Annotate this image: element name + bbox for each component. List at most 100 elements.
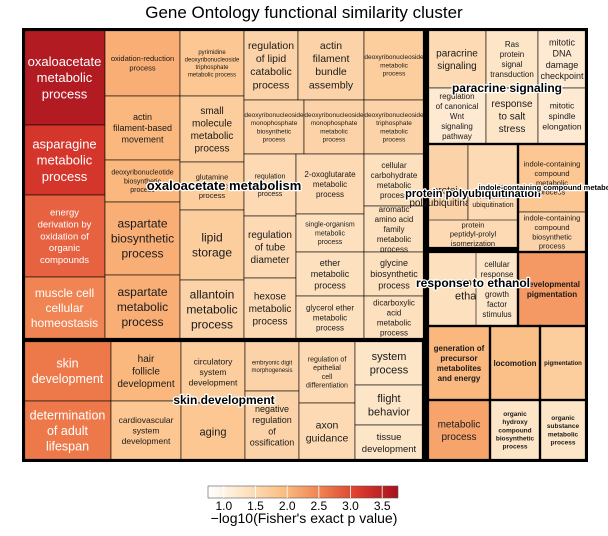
tile-label-skin-development: skin development: [32, 357, 104, 387]
group-box-oxaloacetate-metabolism: [22, 28, 426, 341]
tile-mitotic-spindle-elongation: [537, 87, 587, 145]
tile-circulatory-system-development: [180, 340, 246, 404]
tile-glycerol-ether-metabolic-process: [295, 295, 365, 340]
tile-label-cellular-carbohydrate-metabolic-process: cellular carbohydrate metabolic process: [371, 161, 418, 200]
tile-label-glutamine-metabolic-process: glutamine metabolic process: [196, 172, 229, 200]
tile-determination-of-adult-lifespan: [23, 400, 112, 461]
tile-glutamine-metabolic-process: [179, 161, 245, 211]
tile-single-organism-metabolic-process: [295, 213, 365, 253]
tile-label-generation-of-precursor-metabolites-and-energy: generation of precursor metabolites and ene…: [434, 344, 485, 383]
legend-tick-label: 2.0: [278, 499, 296, 513]
tile-paracrine-signaling: [427, 29, 487, 89]
tile-label-tissue-development: tissue development: [362, 432, 417, 455]
tile-label-2-oxoglutarate-metabolic-process: 2-oxoglutarate metabolic process: [304, 170, 356, 199]
tile-label-flight-behavior: flight behavior: [368, 393, 411, 419]
tile-label-small-molecule-metabolic-process: small molecule metabolic process: [191, 106, 234, 155]
group-label-indole-containing-compound-metabolism: indole-containing compound metabolism: [479, 183, 608, 192]
tile-label-hair-follicle-development: hair follicle development: [117, 354, 174, 390]
tile-regulation-of-epithelial-cell-differentiation: [298, 340, 356, 404]
tile-label-mitotic-dna-damage-checkpoint: mitotic DNA damage checkpoint: [540, 37, 584, 81]
tile-label-ether-metabolic-process: ether metabolic process: [311, 258, 350, 291]
tile-label-protein-k48-linked-ubiquitination: protein K48-linked ubiquitination: [472, 185, 513, 210]
tile-label-regulation-of-canonical-wnt-signaling-pathway: regulation of canonical Wnt signaling pathwa…: [436, 92, 479, 141]
tile-label-oxaloacetate-metabolic-process: oxaloacetate metabolic process: [28, 54, 102, 102]
tile-label-deoxyribonucleotide-biosynthetic-process: deoxyribonucleotide biosynthetic process: [111, 170, 173, 195]
tile-label-deoxyribonucleoside-monophosphate-biosynthetic-process: deoxyribonucleoside monophosphate biosynth…: [244, 112, 304, 143]
tile-label-energy-derivation-by-oxidation-of-organic-compounds: energy derivation by oxidation of organic co…: [38, 208, 92, 267]
tile-label-embryonic-digit-morphogenesis: embryonic digit morphogenesis: [251, 360, 292, 374]
tile-allantoin-metabolic-process: [179, 279, 245, 340]
tile-label-deoxyribonucleoside-monophosphate-metabolic-process: deoxyribonucleoside monophosphate metaboli…: [304, 112, 364, 143]
legend-tick-label: 3.5: [373, 499, 391, 513]
legend-colorbar: [207, 485, 399, 499]
tile-label-deoxyribonucleoside-metabolic-process: deoxyribonucleoside metabolic process: [364, 54, 424, 77]
tile-label-system-process: system process: [370, 351, 409, 377]
tile-label-mitotic-spindle-elongation: mitotic spindle elongation: [542, 100, 582, 131]
tile-label-circulatory-system-development: circulatory system development: [189, 356, 238, 387]
tile-label-lipid-storage: lipid storage: [192, 231, 232, 260]
tile-label-dicarboxylic-acid-metabolic-process: dicarboxylic acid metabolic process: [373, 298, 415, 337]
tile-label-protein-polyubiquitination: protein polyubiquitination: [409, 185, 486, 209]
tile-label-muscle-cell-cellular-homeostasis: muscle cell cellular homeostasis: [31, 286, 98, 330]
tile-label-aromatic-amino-acid-family-metabolic-process: aromatic amino acid family metabolic process: [375, 205, 414, 254]
tile-muscle-cell-cellular-homeostasis: [23, 276, 106, 340]
tile-label-developmental-pigmentation: developmental pigmentation: [524, 280, 580, 299]
tile-small-molecule-metabolic-process: [179, 95, 245, 163]
tile-oxaloacetate-metabolic-process: [23, 29, 106, 126]
tile-deoxyribonucleoside-monophosphate-metabolic-process: [303, 99, 365, 155]
tile-system-process: [354, 340, 424, 386]
tile-label-ras-protein-signal-transduction: Ras protein signal transduction: [490, 40, 534, 79]
tile-label-organic-hydroxy-compound-biosynthetic-process: organic hydroxy compound biosynthetic proces…: [496, 411, 535, 451]
tile-regulation-of-canonical-wnt-signaling-pathway: [427, 87, 487, 145]
tile-regulation-of-metabolic-process: [243, 153, 297, 217]
tile-label-determination-of-adult-lifespan: determination of adult lifespan: [30, 408, 106, 453]
tile-aromatic-amino-acid-family-metabolic-process: [363, 205, 425, 253]
tile-label-organic-substance-metabolic-process: organic substance metabolic process: [547, 415, 580, 446]
tile-label-glycine-biosynthetic-process: glycine biosynthetic process: [370, 258, 418, 291]
tile-pigmentation: [539, 325, 587, 401]
tile-deoxyribonucleotide-biosynthetic-process: [104, 159, 181, 203]
tile-label-asparagine-metabolic-process: asparagine metabolic process: [32, 136, 96, 184]
group-label-paracrine-signaling: paracrine signaling: [452, 81, 562, 95]
tile-aspartate-biosynthetic-process: [104, 201, 181, 276]
tile-deoxyribonucleoside-metabolic-process: [363, 29, 425, 101]
legend-tick-label: 1.5: [247, 499, 264, 513]
tile-organic-substance-metabolic-process: [539, 399, 587, 461]
tile-label-deoxyribonucleoside-triphosphate-metabolic-process: deoxyribonucleoside triphosphate metabolic…: [364, 112, 424, 143]
tile-flight-behavior: [354, 384, 424, 426]
tile-indole-containing-compound-metabolic-process: [517, 143, 587, 213]
tile-label-regulation-of-metabolic-process: regulation of metabolic process: [251, 174, 289, 199]
tile-tissue-development: [354, 424, 424, 461]
legend-tick-label: 3.0: [342, 499, 359, 513]
tile-lipid-storage: [179, 209, 245, 281]
tile-label-cardiovascular-system-development: cardiovascular system development: [119, 415, 174, 446]
tile-label-regulation-of-epithelial-cell-differentiation: regulation of epithelial cell differentiati…: [306, 356, 348, 389]
tile-label-actin-filament-based-movement: actin filament-based movement: [113, 112, 172, 144]
group-label-response-to-ethanol: response to ethanol: [416, 276, 530, 290]
tile-label-oxidation-reduction-process: oxidation-reduction process: [111, 54, 174, 72]
tile-regulation-of-lipid-catabolic-process: [243, 29, 299, 101]
tile-cellular-carbohydrate-metabolic-process: [363, 153, 425, 207]
chart-title: Gene Ontology functional similarity clus…: [145, 3, 463, 22]
tile-label-aspartate-biosynthetic-process: aspartate biosynthetic process: [111, 217, 174, 261]
legend-tick-label: 1.0: [215, 499, 233, 513]
tile-aging: [180, 402, 246, 461]
tile-actin-filament-bundle-assembly: [297, 29, 365, 101]
tile-skin-development: [23, 340, 112, 402]
tile-label-indole-containing-compound-metabolic-process: indole-containing compound metabolic proces…: [524, 160, 581, 197]
tile-label-regulation-of-tube-diameter: regulation of tube diameter: [248, 230, 292, 266]
tile-regulation-of-tube-diameter: [243, 215, 297, 279]
tile-label-cellular-response-to-growth-factor-stimulus: cellular response to growth factor stimulus: [481, 260, 514, 319]
legend-title: −log10(Fisher's exact p value): [210, 510, 398, 526]
tile-dicarboxylic-acid-metabolic-process: [363, 295, 425, 340]
tile-label-aspartate-metabolic-process: aspartate metabolic process: [117, 285, 168, 329]
group-label-oxaloacetate-metabolism: oxaloacetate metabolism: [147, 178, 302, 193]
tile-indole-containing-compound-biosynthetic-process: [517, 211, 587, 253]
tile-label-paracrine-signaling: paracrine signaling: [436, 48, 478, 72]
group-label-skin-development: skin development: [173, 393, 274, 407]
group-box-organic-substance-metabolism: [538, 398, 588, 462]
tile-label-axon-guidance: axon guidance: [306, 420, 349, 445]
tile-cardiovascular-system-development: [110, 400, 182, 461]
tile-label-metabolic-process: metabolic process: [438, 419, 481, 443]
